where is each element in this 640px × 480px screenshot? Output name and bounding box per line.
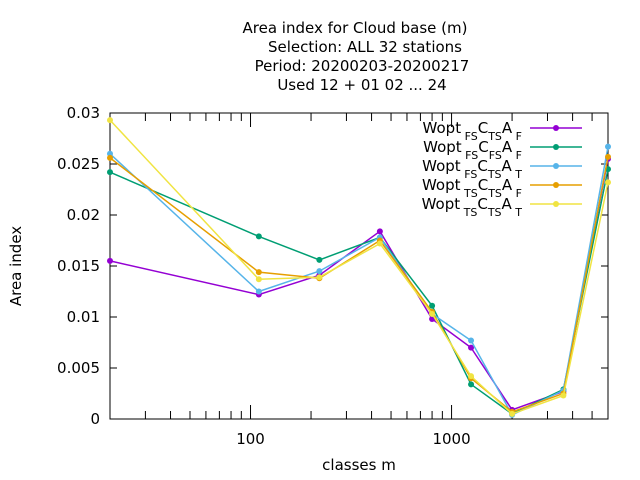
data-point (107, 169, 113, 176)
legend-entry-1: Wopt FSCTSA F (423, 119, 582, 143)
series-line (109, 156, 609, 413)
data-point (468, 344, 475, 351)
data-point (376, 240, 383, 247)
data-point (107, 257, 113, 264)
data-point (468, 337, 475, 344)
data-point (468, 373, 475, 380)
chart-title: Area index for Cloud base (m) Selection:… (243, 19, 470, 94)
data-point (316, 256, 323, 263)
series-line (109, 168, 609, 415)
data-point (605, 143, 611, 150)
y-tick-label: 0.03 (67, 104, 100, 122)
legend-entry-2: Wopt FSCFSA F (423, 138, 582, 162)
series-line (109, 119, 609, 415)
data-point (255, 276, 262, 283)
x-tick-label: 100 (236, 430, 265, 448)
data-point (316, 268, 323, 275)
axis-ticks (110, 112, 608, 420)
legend-label: Wopt FSCTSA T (422, 157, 522, 181)
legend-entry-4: Wopt TSCTSA F (422, 176, 582, 200)
y-tick-label: 0 (90, 410, 100, 428)
series-5 (107, 117, 611, 417)
legend-marker (553, 163, 559, 169)
data-point (429, 302, 436, 309)
y-tick-label: 0.02 (67, 206, 100, 224)
legend-entry-3: Wopt FSCTSA T (422, 157, 582, 181)
legend-label: Wopt FSCFSA F (423, 138, 522, 162)
data-point (509, 410, 516, 417)
data-point (107, 117, 113, 124)
legend-marker (553, 201, 559, 207)
data-point (107, 154, 113, 161)
title-line-3: Period: 20200203-20200217 (255, 57, 470, 75)
data-point (376, 228, 383, 235)
y-tick-label: 0.015 (57, 257, 100, 275)
legend-marker (553, 125, 559, 131)
plot-frame (109, 112, 609, 420)
data-point (429, 310, 436, 317)
legend-label: Wopt TSCTSA F (422, 176, 522, 200)
data-point (605, 179, 611, 186)
legend-marker (553, 182, 559, 188)
legend-label: Wopt TSCTSA T (422, 195, 523, 219)
title-line-2: Selection: ALL 32 stations (268, 38, 462, 56)
title-line-1: Area index for Cloud base (m) (243, 19, 468, 37)
series-lines (107, 117, 611, 418)
x-tick-label: 1000 (432, 430, 470, 448)
series-1 (107, 155, 611, 413)
legend-label: Wopt FSCTSA F (423, 119, 522, 143)
data-point (560, 392, 567, 399)
x-axis-label: classes m (322, 456, 396, 474)
data-point (255, 233, 262, 240)
axis-tick-labels: 0 0.005 0.01 0.015 0.02 0.025 0.03 100 1000 (57, 104, 471, 448)
data-point (316, 274, 323, 281)
series-line (109, 158, 609, 411)
y-axis-label: Area index (7, 226, 25, 306)
title-line-4: Used 12 + 01 02 ... 24 (277, 76, 446, 94)
y-tick-label: 0.025 (57, 155, 100, 173)
series-4 (107, 153, 611, 415)
series-line (109, 146, 609, 416)
data-point (605, 153, 611, 160)
data-point (255, 269, 262, 276)
legend-marker (553, 144, 559, 150)
y-tick-label: 0.005 (57, 359, 100, 377)
y-tick-label: 0.01 (67, 308, 100, 326)
data-point (468, 381, 475, 388)
data-point (255, 288, 262, 295)
legend-entry-5: Wopt TSCTSA T (422, 195, 582, 219)
